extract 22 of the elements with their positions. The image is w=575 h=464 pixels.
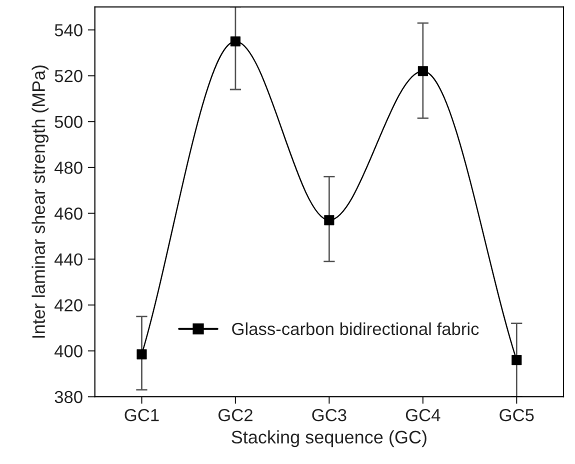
y-axis-title: Inter laminar shear strength (MPa) — [32, 65, 49, 338]
point — [324, 215, 334, 226]
x-tick-label: GC3 — [312, 408, 346, 422]
x-tick-label: GC5 — [500, 408, 534, 422]
point — [418, 66, 428, 76]
y-tick-label: 480 — [54, 162, 82, 174]
x-tick-label: GC4 — [406, 408, 440, 422]
x-tick-label: GC1 — [124, 408, 159, 422]
point — [136, 349, 147, 360]
y-tick-label: 460 — [54, 207, 82, 220]
point — [230, 36, 240, 46]
y-tick-label: 440 — [54, 253, 82, 266]
y-tick-label: 500 — [54, 116, 82, 128]
y-tick-label: 520 — [54, 70, 82, 82]
legend-label: Glass-carbon bidirectional fabric — [232, 322, 479, 336]
point — [512, 355, 522, 366]
x-axis-title: Stacking sequence (GC) — [232, 430, 426, 448]
y-tick-label: 380 — [54, 390, 82, 404]
y-tick-label: 420 — [54, 299, 82, 312]
y-tick-label: 400 — [54, 345, 82, 358]
y-tick-label: 540 — [54, 24, 82, 36]
x-tick-label: GC2 — [218, 408, 252, 422]
